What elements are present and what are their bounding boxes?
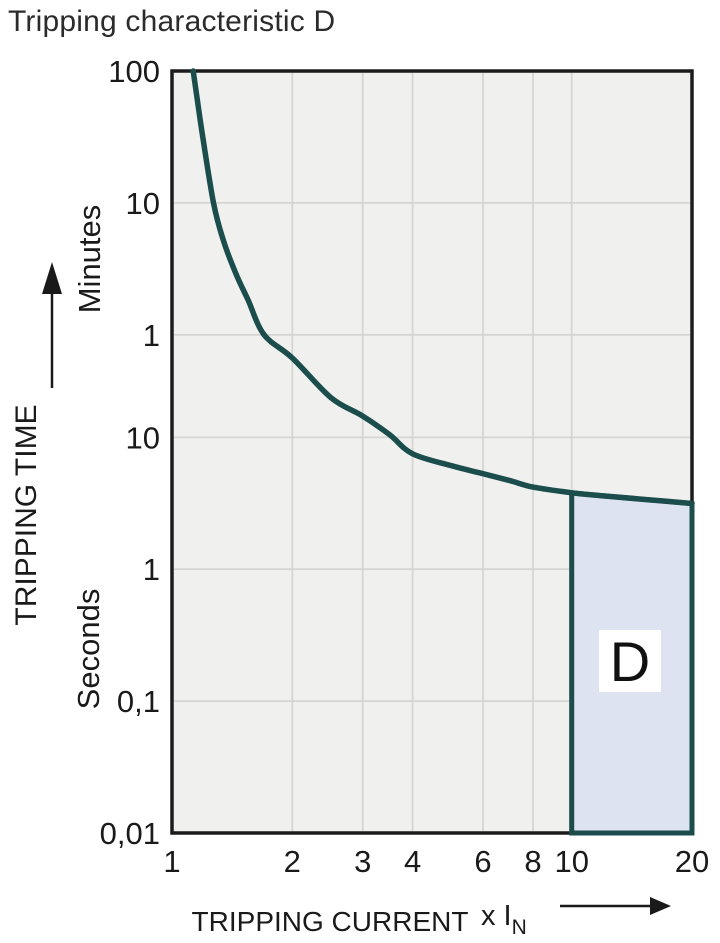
region-d-label: D	[610, 630, 650, 693]
y-tick-label: 0,01	[100, 816, 160, 851]
y-tick-label: 1	[143, 318, 160, 353]
region-d-label-box	[599, 630, 661, 692]
x-axis-unit: x IN	[481, 900, 527, 939]
y-tick-label: 0,1	[117, 684, 160, 719]
right-arrow-icon	[560, 897, 671, 915]
y-tick-label: 1	[143, 552, 160, 587]
x-tick-label: 20	[675, 844, 709, 879]
plot-frame	[170, 69, 694, 835]
right-arrow-head	[650, 897, 671, 915]
y-unit-minutes: Minutes	[72, 205, 107, 314]
x-tick-label: 4	[404, 844, 421, 879]
y-tick-label: 10	[126, 420, 160, 455]
x-tick-label: 3	[354, 844, 371, 879]
x-tick-label: 10	[554, 844, 588, 879]
up-arrow-icon	[42, 262, 62, 388]
x-tick-label: 6	[474, 844, 491, 879]
x-tick-label: 8	[524, 844, 541, 879]
up-arrow-head	[42, 262, 62, 294]
x-axis-unit-subscript: N	[512, 916, 527, 939]
x-tick-label: 2	[284, 844, 301, 879]
tripping-curve	[190, 68, 695, 507]
x-tick-label: 1	[163, 844, 180, 879]
figure-title: Tripping characteristic D	[8, 5, 336, 38]
x-axis-title: TRIPPING CURRENT	[192, 906, 469, 937]
y-tick-label: 100	[108, 54, 160, 89]
y-axis-title: TRIPPING TIME	[10, 404, 43, 625]
y-unit-seconds: Seconds	[71, 589, 106, 710]
y-tick-label: 10	[126, 186, 160, 221]
x-axis-unit-main: x I	[481, 900, 512, 932]
